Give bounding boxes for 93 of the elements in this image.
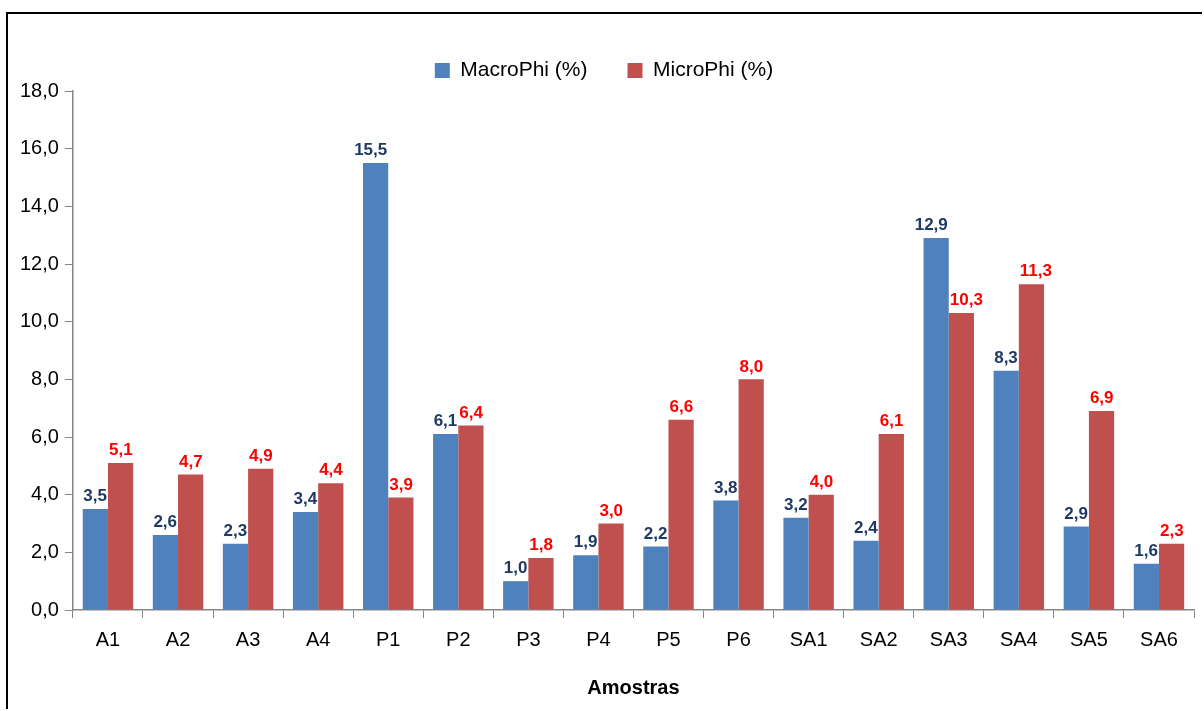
y-tick-label: 8,0 [31, 366, 59, 389]
bar [1088, 411, 1115, 610]
bar [1158, 543, 1185, 610]
data-label: 15,5 [354, 140, 388, 160]
bar [808, 494, 834, 610]
data-label: 1,8 [529, 535, 553, 555]
data-label: 6,6 [669, 396, 694, 416]
data-label: 1,0 [503, 558, 528, 578]
x-tick-label: P2 [446, 627, 471, 650]
y-tick-label: 10,0 [19, 309, 59, 332]
x-tick-label: P3 [516, 627, 541, 650]
x-tick-label: P1 [375, 627, 401, 650]
bar [923, 238, 949, 610]
bar [573, 555, 599, 610]
bar [853, 540, 879, 610]
data-label: 10,3 [949, 290, 983, 310]
y-tick-label: 12,0 [19, 251, 59, 274]
bar [82, 509, 108, 610]
bar [503, 581, 529, 610]
bar [948, 313, 974, 610]
x-tick-label: SA3 [929, 627, 968, 650]
data-label: 12,9 [914, 215, 948, 235]
data-label: 6,4 [459, 402, 484, 422]
x-tick-label: P6 [726, 627, 751, 650]
x-tick-label: A4 [305, 627, 331, 650]
data-label: 3,9 [389, 474, 413, 494]
data-label: 8,0 [739, 356, 764, 376]
x-tick-label: SA1 [789, 627, 828, 650]
data-label: 4,0 [809, 471, 834, 491]
x-tick-label: P5 [656, 627, 681, 650]
y-tick-label: 4,0 [31, 482, 59, 505]
data-label: 11,3 [1019, 261, 1052, 281]
data-label: 2,3 [1159, 520, 1184, 540]
legend-label: MacroPhi (%) [460, 57, 588, 81]
x-tick-label: A1 [95, 627, 121, 650]
bar [388, 497, 414, 610]
x-tick-label: SA5 [1069, 627, 1108, 650]
data-label: 6,9 [1089, 388, 1114, 408]
data-label: 2,9 [1064, 503, 1088, 523]
bar [643, 546, 669, 610]
legend-label: MicroPhi (%) [653, 57, 774, 81]
x-tick-label: A3 [235, 627, 261, 650]
data-label: 3,2 [783, 494, 808, 514]
bar [713, 500, 739, 610]
bar [292, 511, 319, 610]
data-label: 1,9 [573, 532, 598, 552]
bar [107, 462, 134, 610]
bar [528, 558, 554, 610]
y-tick-label: 18,0 [19, 78, 59, 101]
bar [222, 543, 249, 610]
data-label: 4,9 [249, 445, 273, 465]
data-label: 4,7 [179, 451, 203, 471]
bar [783, 517, 809, 610]
bar [668, 419, 694, 610]
data-label: 2,2 [643, 523, 668, 543]
bar [1133, 563, 1159, 610]
bar [878, 434, 904, 610]
y-tick-label: 2,0 [31, 539, 59, 562]
bar [738, 379, 764, 610]
x-tick-label: P4 [586, 627, 611, 650]
x-axis-title: Amostras [587, 675, 680, 698]
bar [433, 434, 459, 610]
bar [598, 523, 624, 610]
y-tick-label: 6,0 [31, 424, 59, 447]
data-label: 3,0 [599, 500, 624, 520]
y-tick-label: 14,0 [19, 193, 59, 216]
bar [1018, 284, 1045, 610]
y-tick-label: 16,0 [19, 136, 59, 159]
data-label: 5,1 [108, 440, 133, 460]
bar [248, 468, 274, 610]
bar [363, 163, 389, 610]
bar [152, 535, 179, 610]
bar [318, 483, 344, 610]
data-label: 8,3 [994, 347, 1018, 367]
data-label: 2,6 [153, 512, 178, 532]
x-tick-label: SA2 [859, 627, 898, 650]
data-label: 2,4 [854, 517, 879, 537]
data-label: 3,8 [713, 477, 738, 497]
data-label: 3,5 [83, 486, 107, 506]
data-label: 4,4 [319, 460, 344, 480]
data-label: 3,4 [293, 489, 318, 509]
x-tick-label: A2 [165, 627, 191, 650]
bar [178, 474, 204, 610]
bar [993, 370, 1019, 610]
x-tick-label: SA4 [999, 627, 1038, 650]
x-tick-label: SA6 [1140, 627, 1178, 650]
y-tick-label: 0,0 [31, 597, 59, 620]
data-label: 2,3 [223, 520, 248, 540]
data-label: 1,6 [1134, 541, 1158, 561]
data-label: 6,1 [433, 411, 458, 431]
data-label: 6,1 [879, 411, 904, 431]
bar [1063, 526, 1089, 610]
bar [458, 425, 484, 610]
